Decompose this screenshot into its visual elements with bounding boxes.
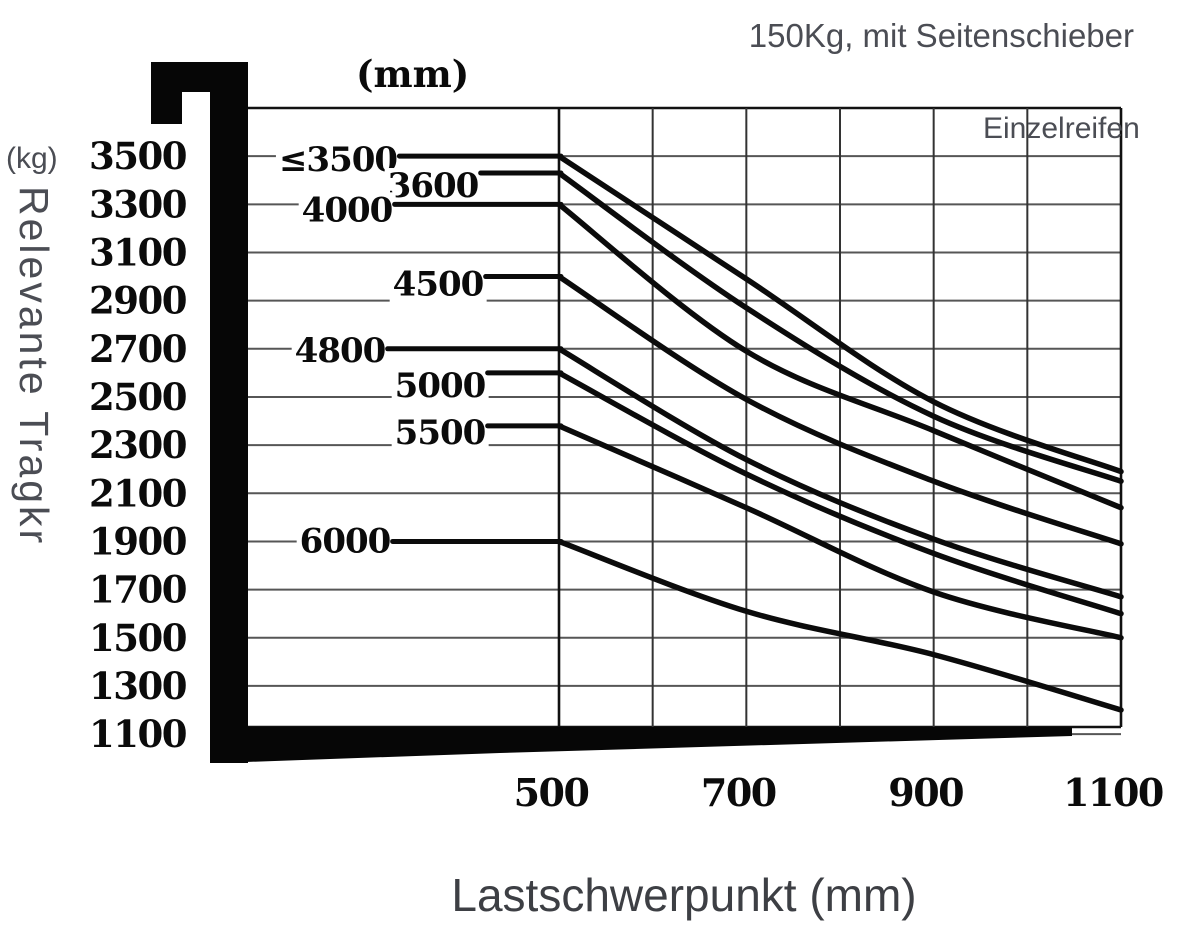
curve-label-1: 3600 bbox=[388, 166, 479, 206]
capacity-curve-0 bbox=[556, 153, 1124, 475]
y-tick-2100: 2100 bbox=[89, 471, 187, 515]
curve-label-bg-6 bbox=[391, 414, 489, 451]
y-tick-3300: 3300 bbox=[89, 182, 187, 226]
curve-label-3: 4500 bbox=[393, 265, 484, 305]
curve-label-group-5: 5000 bbox=[391, 366, 489, 406]
curve-label-group-7: 6000 bbox=[296, 521, 394, 561]
chart-subtitle: 150Kg, mit Seitenschieber bbox=[748, 17, 1134, 54]
curve-label-bg-3 bbox=[389, 266, 487, 303]
y-tick-1900: 1900 bbox=[89, 519, 187, 563]
y-tick-1100: 1100 bbox=[89, 712, 187, 756]
y-tick-3500: 3500 bbox=[89, 134, 187, 178]
y-tick-2300: 2300 bbox=[89, 423, 187, 467]
y-tick-1700: 1700 bbox=[89, 568, 187, 612]
curve-label-group-0: ≤3500 bbox=[275, 140, 401, 180]
capacity-curve-1 bbox=[556, 170, 1124, 484]
capacity-curve-5 bbox=[556, 370, 1124, 617]
y-axis-bar bbox=[151, 62, 248, 763]
curve-label-bg-2 bbox=[298, 192, 396, 229]
capacity-curve-3 bbox=[556, 273, 1124, 547]
curve-label-group-1: 3600 bbox=[384, 166, 482, 206]
curve-label-bg-1 bbox=[384, 168, 482, 205]
x-tick-900: 900 bbox=[888, 770, 963, 815]
y-tick-3100: 3100 bbox=[89, 230, 187, 274]
y-tick-1300: 1300 bbox=[89, 664, 187, 708]
x-axis-title: Lastschwerpunkt (mm) bbox=[451, 869, 917, 921]
y-axis-unit-label: (kg) bbox=[6, 142, 58, 175]
curve-label-bg-0 bbox=[275, 142, 401, 179]
x-tick-1100: 1100 bbox=[1063, 770, 1163, 815]
y-tick-2500: 2500 bbox=[89, 375, 187, 419]
y-tick-2700: 2700 bbox=[89, 327, 187, 371]
curve-label-bg-7 bbox=[296, 523, 394, 560]
curve-label-group-2: 4000 bbox=[298, 190, 396, 230]
curve-label-0: ≤3500 bbox=[279, 140, 397, 180]
y-tick-1500: 1500 bbox=[89, 616, 187, 660]
curve-label-bg-4 bbox=[291, 332, 389, 369]
curve-label-7: 6000 bbox=[300, 521, 391, 561]
mast-height-unit-label: (mm) bbox=[356, 52, 470, 96]
capacity-curve-7 bbox=[556, 538, 1124, 713]
curve-label-5: 5000 bbox=[395, 366, 486, 406]
curve-label-group-3: 4500 bbox=[389, 265, 487, 305]
curve-label-4: 4800 bbox=[295, 331, 386, 371]
curve-label-group-4: 4800 bbox=[291, 331, 389, 371]
curve-label-bg-5 bbox=[391, 367, 489, 404]
curve-label-group-6: 5500 bbox=[391, 413, 489, 453]
capacity-curve-2 bbox=[556, 201, 1124, 511]
curve-label-2: 4000 bbox=[302, 190, 393, 230]
x-axis-bar bbox=[246, 727, 1072, 762]
y-tick-2900: 2900 bbox=[89, 279, 187, 323]
tyre-type-label: Einzelreifen bbox=[983, 112, 1140, 145]
x-tick-700: 700 bbox=[701, 770, 776, 815]
x-tick-500: 500 bbox=[514, 770, 589, 815]
y-axis-title: Relevante Tragkr bbox=[11, 186, 57, 547]
capacity-curve-6 bbox=[556, 423, 1124, 641]
capacity-curve-4 bbox=[556, 346, 1124, 600]
curve-label-6: 5500 bbox=[395, 413, 486, 453]
